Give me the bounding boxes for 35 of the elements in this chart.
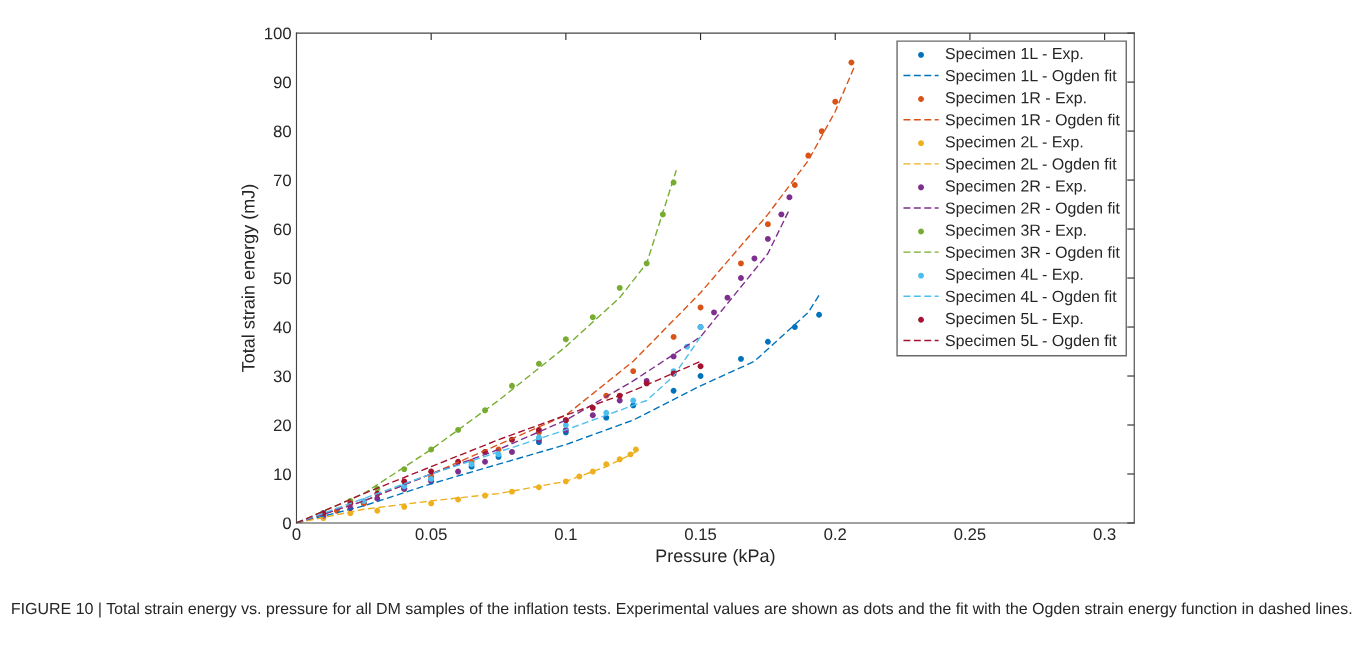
x-tick-label: 0.15 — [684, 528, 717, 541]
x-tick-label: 0 — [292, 528, 301, 541]
y-tick-label: 50 — [273, 272, 291, 285]
x-tick-label: 0.1 — [554, 528, 577, 541]
y-tick-label: 0 — [283, 517, 291, 530]
legend-label: Specimen 3R - Exp. — [945, 224, 1086, 239]
y-tick-label: 30 — [273, 370, 291, 383]
legend-label: Specimen 2R - Exp. — [945, 179, 1086, 195]
legend-label: Specimen 1L - Ogden fit — [945, 69, 1117, 85]
legend-label: Specimen 3R - Ogden fit — [945, 246, 1120, 262]
legend-label: Specimen 2L - Exp. — [945, 135, 1083, 151]
legend-label: Specimen 5L - Ogden fit — [945, 334, 1117, 350]
y-tick-label: 40 — [273, 321, 291, 334]
x-tick-label: 0.3 — [1093, 528, 1116, 541]
y-tick-label: 60 — [273, 223, 291, 236]
x-tick-label: 0.2 — [824, 528, 846, 541]
caption: FIGURE 10 | Total strain energy vs. pressure for all DM samples of the inflation tests. Experimental values are shown as dots and the fit with the Ogden strain energy function in dashed lines. — [12, 602, 1352, 618]
x-tick-label: 0.05 — [415, 528, 447, 541]
y-tick-label: 70 — [273, 174, 291, 187]
y-tick-label: 80 — [273, 125, 291, 138]
legend-label: Specimen 1R - Exp. — [945, 91, 1086, 107]
legend-label: Specimen 4L - Ogden fit — [945, 290, 1117, 306]
legend-label: Specimen 2L - Ogden fit — [945, 157, 1117, 173]
y-axis-title: Total strain energy (mJ) — [241, 184, 259, 372]
y-tick-label: 20 — [273, 419, 291, 432]
legend-label: Specimen 1L - Exp. — [945, 47, 1083, 63]
y-tick-label: 100 — [265, 27, 291, 40]
legend-label: Specimen 5L - Exp. — [945, 312, 1083, 328]
x-axis-title: Pressure (kPa) — [656, 548, 775, 566]
y-tick-label: 10 — [274, 468, 291, 481]
legend-label: Specimen 1R - Ogden fit — [945, 113, 1120, 129]
y-tick-label: 90 — [273, 76, 291, 89]
legend-label: Specimen 4L - Exp. — [945, 268, 1083, 284]
x-tick-label: 0.25 — [954, 528, 986, 541]
legend-label: Specimen 2R - Ogden fit — [945, 202, 1120, 217]
